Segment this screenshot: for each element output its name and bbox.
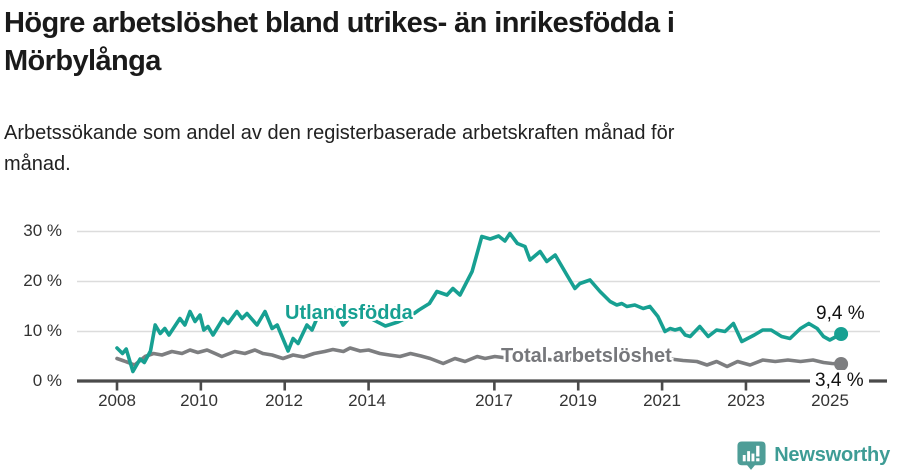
end-value-label-utlandsfodda: 9,4 %: [816, 303, 865, 324]
chart-subtitle-line2: månad.: [4, 153, 71, 175]
end-value-label-total: 3,4 %: [810, 370, 869, 392]
chart-subtitle-line1: Arbetssökande som andel av den registerb…: [4, 122, 675, 144]
series-line-total: [115, 346, 843, 369]
x-axis-tick-label-2008: 2008: [98, 391, 136, 410]
x-axis-tick-label-2025: 2025: [811, 391, 849, 410]
y-axis-tick-label-20: 20 %: [23, 271, 62, 290]
y-axis-tick-label-30: 30 %: [23, 221, 62, 240]
y-axis-tick-label-0: 0 %: [32, 371, 62, 390]
y-axis-tick-label-10: 10 %: [23, 321, 62, 340]
page-title: Högre arbetslöshet bland utrikes- än inr…: [4, 4, 884, 80]
series-end-dot: [834, 357, 849, 371]
x-axis-tick-label-2012: 2012: [265, 391, 303, 410]
chart-subtitle: Arbetssökande som andel av den registerb…: [4, 118, 864, 180]
newsworthy-chart-speech-bubble-icon: [737, 441, 766, 470]
x-axis-tick-label-2014: 2014: [348, 391, 386, 410]
page-title-line1: Högre arbetslöshet bland utrikes- än inr…: [4, 7, 675, 39]
newsworthy-branding: Newsworthy: [736, 440, 890, 471]
series-label-utlandsfodda: Utlandsfödda: [285, 302, 413, 324]
x-axis-tick-label-2023: 2023: [727, 391, 765, 410]
series-end-dot: [834, 327, 849, 341]
x-axis-tick-label-2017: 2017: [475, 391, 513, 410]
x-axis-tick-label-2010: 2010: [180, 391, 218, 410]
series-line-utlandsfodda: [115, 231, 843, 374]
series-label-total-arbetsloshet: Total arbetslöshet: [501, 345, 672, 367]
newsworthy-brand-name: Newsworthy: [774, 444, 890, 466]
x-axis-tick-label-2019: 2019: [559, 391, 597, 410]
x-axis-tick-label-2021: 2021: [643, 391, 681, 410]
page-title-line2: Mörbylånga: [4, 45, 161, 77]
